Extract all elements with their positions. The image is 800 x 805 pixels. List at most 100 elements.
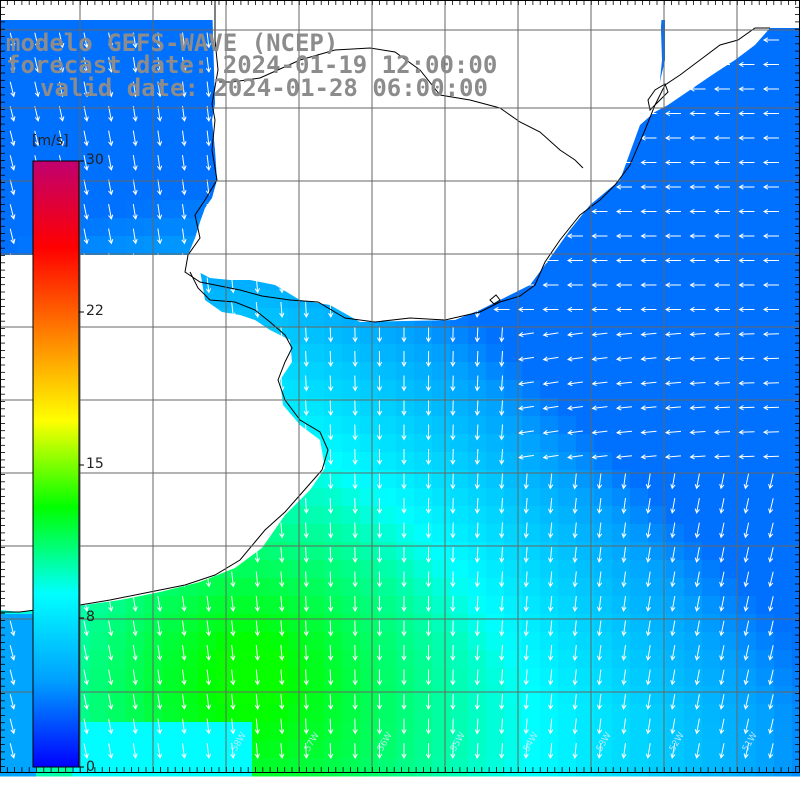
field-cell xyxy=(288,560,307,579)
field-cell xyxy=(540,326,559,345)
field-cell xyxy=(630,416,649,435)
field-cell xyxy=(540,470,559,489)
field-cell xyxy=(774,542,793,561)
wind-arrow xyxy=(181,130,187,147)
wind-arrow xyxy=(664,208,681,215)
wind-arrow xyxy=(450,522,456,539)
field-cell xyxy=(702,128,721,147)
field-cell xyxy=(72,92,91,111)
field-cell xyxy=(774,290,793,309)
wind-arrow xyxy=(230,595,236,613)
wind-arrow xyxy=(157,620,163,637)
field-cell xyxy=(288,686,307,705)
field-cell xyxy=(342,488,361,507)
wind-arrow xyxy=(108,179,114,196)
field-cell xyxy=(432,470,451,489)
wind-arrow xyxy=(596,620,603,637)
field-cell xyxy=(270,650,289,669)
field-cell xyxy=(342,740,361,759)
field-cell xyxy=(522,542,541,561)
field-cell xyxy=(702,722,721,741)
wind-arrow xyxy=(230,693,236,711)
field-cell xyxy=(288,632,307,651)
field-cell xyxy=(756,740,775,759)
field-cell xyxy=(162,38,181,57)
field-cell xyxy=(594,200,613,219)
wind-arrow xyxy=(205,81,212,98)
field-cell xyxy=(612,722,631,741)
field-cell xyxy=(36,146,55,165)
wind-arrow xyxy=(713,110,730,117)
field-cell xyxy=(738,434,757,453)
field-cell xyxy=(378,398,397,417)
field-cell xyxy=(558,560,577,579)
wind-arrow xyxy=(254,595,260,613)
field-cell xyxy=(396,668,415,687)
field-cell xyxy=(180,632,199,651)
wind-arrow xyxy=(279,669,285,686)
field-cell xyxy=(108,758,127,777)
wind-arrow xyxy=(596,718,603,735)
wind-arrow xyxy=(689,380,706,386)
field-cell xyxy=(324,722,343,741)
field-cell xyxy=(216,704,235,723)
field-cell xyxy=(414,686,433,705)
field-cell xyxy=(666,434,685,453)
wind-arrow xyxy=(328,326,334,343)
wind-arrow xyxy=(9,32,16,49)
wind-arrow xyxy=(376,497,383,515)
wind-arrow xyxy=(34,32,40,49)
field-cell xyxy=(630,668,649,687)
field-cell xyxy=(108,200,127,219)
field-cell xyxy=(162,686,181,705)
field-cell xyxy=(396,362,415,381)
wind-arrow xyxy=(645,669,651,686)
wind-arrow xyxy=(352,718,358,735)
wind-arrow xyxy=(689,405,706,411)
wind-arrow xyxy=(719,498,725,514)
field-cell xyxy=(558,506,577,525)
wind-arrow xyxy=(34,130,40,147)
field-cell xyxy=(432,380,451,399)
wind-arrow xyxy=(499,669,505,686)
field-cell xyxy=(270,722,289,741)
field-cell xyxy=(648,434,667,453)
field-cell xyxy=(684,380,703,399)
field-cell xyxy=(792,596,800,615)
field-cell xyxy=(306,740,325,759)
wind-arrow xyxy=(670,669,676,686)
field-cell xyxy=(702,290,721,309)
field-cell xyxy=(54,128,73,147)
field-cell xyxy=(396,542,415,561)
wind-arrow xyxy=(328,693,334,711)
wind-arrow xyxy=(670,571,676,588)
wind-arrow xyxy=(762,454,780,460)
field-cell xyxy=(738,488,757,507)
wind-arrow xyxy=(157,106,163,122)
field-cell xyxy=(756,308,775,327)
field-cell xyxy=(648,254,667,273)
field-cell xyxy=(720,596,739,615)
wind-arrow xyxy=(640,257,657,264)
field-cell xyxy=(630,578,649,597)
field-cell xyxy=(288,362,307,381)
wind-arrow xyxy=(450,571,456,588)
field-cell xyxy=(270,542,289,561)
wind-arrow xyxy=(303,399,309,417)
wind-arrow xyxy=(474,497,480,515)
field-cell xyxy=(756,488,775,507)
field-cell xyxy=(72,20,91,39)
wind-arrow xyxy=(615,208,632,215)
field-cell xyxy=(18,110,37,129)
wind-arrow xyxy=(713,159,730,166)
field-cell xyxy=(18,722,37,741)
field-cell xyxy=(792,632,800,651)
field-cell xyxy=(234,596,253,615)
wind-arrow xyxy=(376,375,383,392)
field-cell xyxy=(558,452,577,471)
field-cell xyxy=(738,110,757,129)
field-cell xyxy=(612,596,631,615)
field-cell xyxy=(540,578,559,597)
field-cell xyxy=(576,416,595,435)
colorbar-unit: [m/s] xyxy=(32,133,69,149)
